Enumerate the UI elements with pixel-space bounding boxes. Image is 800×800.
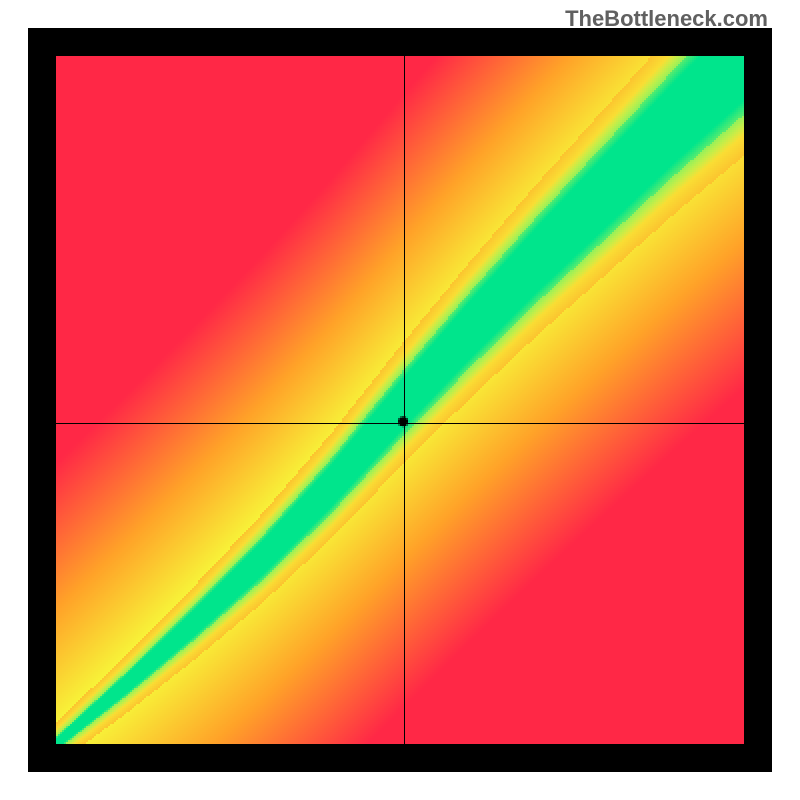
watermark-text: TheBottleneck.com [565, 6, 768, 32]
heatmap-canvas [56, 56, 744, 744]
crosshair-vertical [404, 56, 405, 744]
chart-outer-frame [28, 28, 772, 772]
chart-container: TheBottleneck.com [0, 0, 800, 800]
crosshair-horizontal [56, 423, 744, 424]
